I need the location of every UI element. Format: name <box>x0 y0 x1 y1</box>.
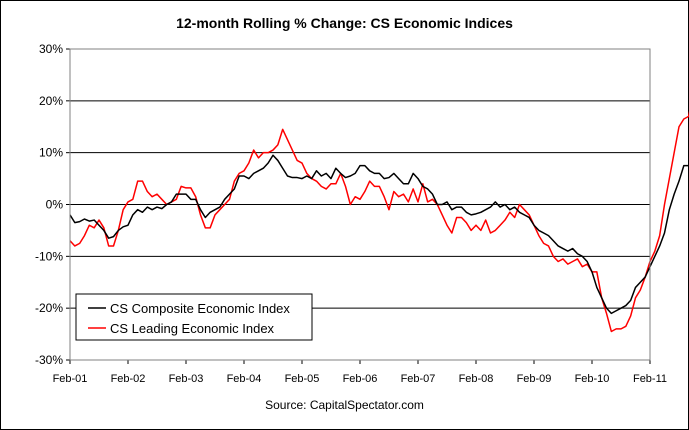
x-tick-label: Feb-04 <box>227 373 262 385</box>
y-tick-label: 10% <box>39 146 63 160</box>
y-tick-label: 20% <box>39 94 63 108</box>
x-tick-label: Feb-11 <box>633 373 667 385</box>
plot-border <box>69 48 651 361</box>
legend-box <box>75 293 313 341</box>
x-tick-label: Feb-10 <box>575 373 610 385</box>
legend-label-composite: CS Composite Economic Index <box>110 301 290 316</box>
x-axis-ticks: Feb-01 Feb-02 Feb-03 Feb-04 Feb-05 Feb-06 Feb-… <box>53 360 667 385</box>
x-tick-label: Feb-09 <box>517 373 552 385</box>
series-line-composite <box>69 154 689 315</box>
legend-label-leading: CS Leading Economic Index <box>110 321 275 336</box>
x-tick-label: Feb-01 <box>53 373 88 385</box>
x-tick-label: Feb-06 <box>343 373 378 385</box>
y-tick-label: -30% <box>35 353 63 367</box>
source-note: Source: CapitalSpectator.com <box>265 398 424 412</box>
x-tick-label: Feb-03 <box>169 373 204 385</box>
chart-title: 12-month Rolling % Change: CS Economic I… <box>176 15 513 31</box>
y-tick-label: 0% <box>46 198 64 212</box>
y-axis-ticks: -30% -20% -10% 0% 10% 20% 30% <box>35 42 70 367</box>
x-tick-label: Feb-05 <box>285 373 320 385</box>
x-tick-label: Feb-08 <box>459 373 494 385</box>
y-tick-label: -10% <box>35 249 63 263</box>
y-tick-label: -20% <box>35 301 63 315</box>
y-tick-label: 30% <box>39 42 63 56</box>
x-tick-label: Feb-07 <box>401 373 436 385</box>
x-tick-label: Feb-02 <box>111 373 146 385</box>
legend: CS Composite Economic Index CS Leading E… <box>75 293 313 341</box>
